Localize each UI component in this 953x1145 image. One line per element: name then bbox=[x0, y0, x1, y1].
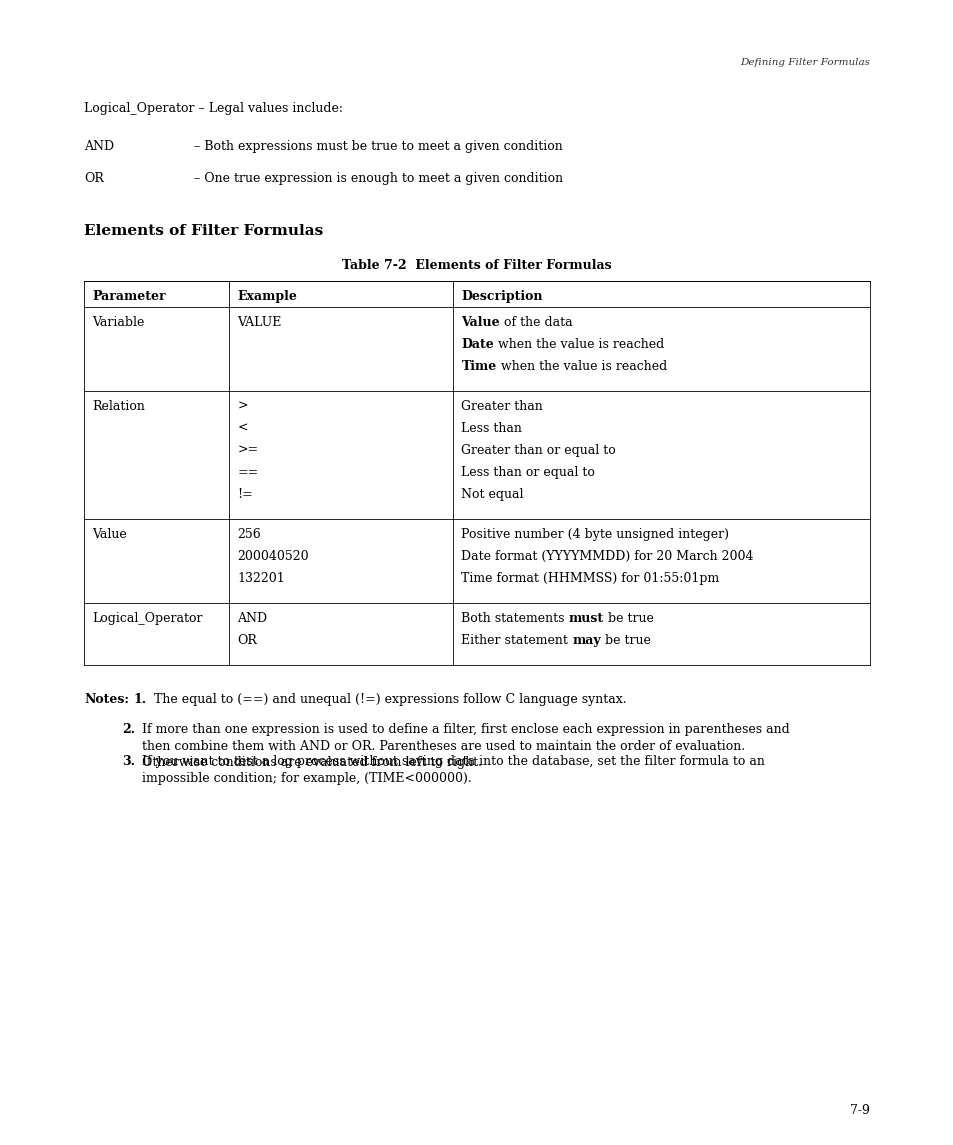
Text: Time: Time bbox=[461, 360, 497, 373]
Text: If more than one expression is used to define a filter, first enclose each expre: If more than one expression is used to d… bbox=[142, 722, 789, 736]
Text: Table 7-2  Elements of Filter Formulas: Table 7-2 Elements of Filter Formulas bbox=[342, 259, 611, 273]
Text: Greater than: Greater than bbox=[461, 400, 542, 413]
Text: 132201: 132201 bbox=[237, 572, 285, 585]
Text: Variable: Variable bbox=[91, 316, 144, 329]
Text: Less than: Less than bbox=[461, 423, 521, 435]
Text: Logical_Operator – Legal values include:: Logical_Operator – Legal values include: bbox=[84, 102, 342, 115]
Text: Elements of Filter Formulas: Elements of Filter Formulas bbox=[84, 224, 323, 238]
Text: If you want to test a log process without saving data into the database, set the: If you want to test a log process withou… bbox=[142, 755, 764, 768]
Text: Date: Date bbox=[461, 338, 494, 352]
Text: Date format (YYYYMMDD) for 20 March 2004: Date format (YYYYMMDD) for 20 March 2004 bbox=[461, 550, 753, 563]
Text: Relation: Relation bbox=[91, 400, 145, 413]
Text: may: may bbox=[572, 634, 600, 647]
Text: ==: == bbox=[237, 466, 258, 479]
Text: when the value is reached: when the value is reached bbox=[494, 338, 663, 352]
Text: >: > bbox=[237, 400, 248, 413]
Text: – Both expressions must be true to meet a given condition: – Both expressions must be true to meet … bbox=[193, 140, 562, 153]
Text: Defining Filter Formulas: Defining Filter Formulas bbox=[740, 58, 869, 68]
Text: then combine them with AND or OR. Parentheses are used to maintain the order of : then combine them with AND or OR. Parent… bbox=[142, 740, 744, 752]
Text: 256: 256 bbox=[237, 528, 261, 540]
Text: Otherwise conditions are evaluated from left to right.: Otherwise conditions are evaluated from … bbox=[142, 756, 481, 769]
Text: OR: OR bbox=[237, 634, 257, 647]
Text: when the value is reached: when the value is reached bbox=[497, 360, 666, 373]
Text: 1.: 1. bbox=[133, 693, 147, 706]
Text: 2.: 2. bbox=[122, 722, 135, 736]
Text: !=: != bbox=[237, 488, 253, 502]
Text: be true: be true bbox=[603, 611, 653, 625]
Text: Greater than or equal to: Greater than or equal to bbox=[461, 444, 616, 457]
Text: Not equal: Not equal bbox=[461, 488, 523, 502]
Text: AND: AND bbox=[237, 611, 267, 625]
Text: impossible condition; for example, (TIME<000000).: impossible condition; for example, (TIME… bbox=[142, 772, 471, 784]
Text: Parameter: Parameter bbox=[91, 290, 166, 303]
Text: Time format (HHMMSS) for 01:55:01pm: Time format (HHMMSS) for 01:55:01pm bbox=[461, 572, 719, 585]
Text: must: must bbox=[568, 611, 603, 625]
Text: >=: >= bbox=[237, 444, 258, 457]
Text: of the data: of the data bbox=[499, 316, 572, 329]
Text: Value: Value bbox=[461, 316, 499, 329]
Text: 7-9: 7-9 bbox=[849, 1104, 869, 1118]
Text: 200040520: 200040520 bbox=[237, 550, 309, 563]
Text: Example: Example bbox=[237, 290, 297, 303]
Text: 3.: 3. bbox=[122, 755, 134, 768]
Text: OR: OR bbox=[84, 172, 104, 185]
Text: The equal to (==) and unequal (!=) expressions follow C language syntax.: The equal to (==) and unequal (!=) expre… bbox=[153, 693, 626, 706]
Text: <: < bbox=[237, 423, 248, 435]
Text: Logical_Operator: Logical_Operator bbox=[91, 611, 202, 625]
Text: Value: Value bbox=[91, 528, 127, 540]
Text: Less than or equal to: Less than or equal to bbox=[461, 466, 595, 479]
Text: be true: be true bbox=[600, 634, 650, 647]
Text: Either statement: Either statement bbox=[461, 634, 572, 647]
Text: Description: Description bbox=[461, 290, 542, 303]
Text: – One true expression is enough to meet a given condition: – One true expression is enough to meet … bbox=[193, 172, 562, 185]
Text: VALUE: VALUE bbox=[237, 316, 281, 329]
Text: Notes:: Notes: bbox=[84, 693, 129, 706]
Text: AND: AND bbox=[84, 140, 114, 153]
Text: Positive number (4 byte unsigned integer): Positive number (4 byte unsigned integer… bbox=[461, 528, 729, 540]
Text: Both statements: Both statements bbox=[461, 611, 568, 625]
